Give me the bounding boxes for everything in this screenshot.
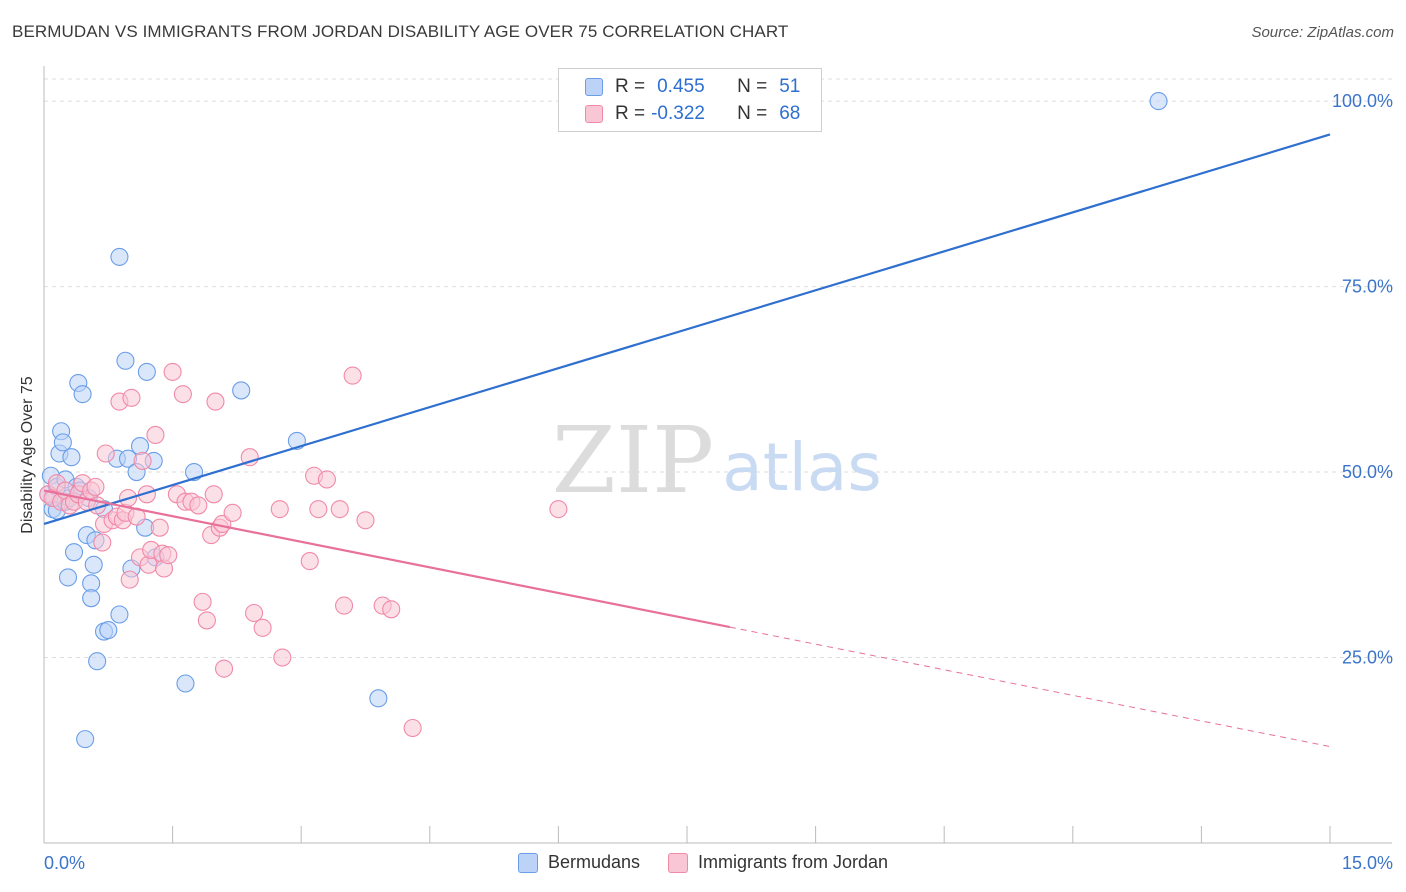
watermark-atlas: atlas: [722, 429, 882, 506]
data-point: [356, 511, 375, 530]
data-point: [232, 381, 251, 400]
legend-row-jordan: R = -0.322 N = 68: [585, 102, 800, 126]
data-point: [403, 718, 422, 738]
data-point: [86, 477, 105, 496]
data-point: [343, 366, 362, 385]
series-immigrants-from-jordan: [39, 362, 568, 738]
source-label: Source: ZipAtlas.com: [1251, 24, 1394, 41]
data-point: [214, 659, 234, 678]
data-point: [270, 500, 289, 519]
trend-line: [43, 133, 1331, 526]
y-tick-label: 100.0%: [1332, 91, 1393, 111]
data-point: [244, 603, 264, 623]
x-tick-label: 15.0%: [1342, 853, 1393, 873]
bottom-legend-label: Bermudans: [547, 852, 640, 872]
trend-line-extension: [729, 626, 1331, 748]
data-point: [53, 433, 72, 452]
trend-line: [43, 489, 731, 629]
data-point: [82, 589, 101, 608]
data-point: [120, 570, 139, 589]
data-point: [150, 518, 169, 537]
data-point: [58, 568, 78, 587]
data-point: [317, 470, 336, 489]
data-point: [549, 500, 568, 519]
data-point: [73, 385, 92, 404]
data-point: [173, 385, 192, 404]
legend-n-value: 51: [779, 76, 801, 97]
legend: R = 0.455 N = 51 R = -0.322 N = 68: [558, 68, 822, 132]
data-point: [139, 555, 158, 574]
data-point: [122, 388, 141, 407]
data-point: [253, 618, 272, 637]
legend-n-label: N =: [737, 103, 768, 124]
watermark-zip: ZIP: [552, 407, 714, 514]
bottom-legend-jordan: Immigrants from Jordan: [668, 852, 888, 873]
bottom-legend-swatch-blue: [517, 852, 538, 873]
data-point: [382, 600, 401, 619]
chart-title: BERMUDAN VS IMMIGRANTS FROM JORDAN DISAB…: [12, 22, 789, 41]
data-point: [99, 621, 118, 640]
legend-swatch-blue: [585, 78, 603, 96]
x-tick-label: 0.0%: [44, 853, 85, 873]
data-point: [273, 648, 292, 667]
data-point: [62, 448, 81, 467]
y-tick-label: 75.0%: [1342, 277, 1393, 297]
legend-r-label: R =: [615, 103, 646, 124]
legend-row-bermudans: R = 0.455 N = 51: [585, 75, 800, 99]
data-point: [159, 546, 178, 565]
bottom-legend-label: Immigrants from Jordan: [698, 852, 889, 872]
x-tick-labels: 0.0% 15.0%: [44, 853, 1393, 873]
data-point: [335, 596, 354, 615]
trend-lines: [43, 133, 1331, 748]
data-point: [110, 605, 129, 624]
legend-n-label: N =: [737, 76, 768, 97]
data-point: [197, 611, 216, 630]
bottom-legend-swatch-pink: [668, 852, 688, 873]
legend-n-value: 68: [779, 103, 801, 124]
data-point: [163, 362, 182, 381]
data-point: [88, 652, 107, 671]
data-point: [223, 503, 242, 522]
data-point: [116, 351, 135, 370]
y-tick-labels: 100.0% 75.0% 50.0% 25.0%: [1332, 91, 1393, 667]
data-point: [330, 500, 349, 519]
y-tick-label: 50.0%: [1342, 462, 1393, 482]
data-point: [110, 247, 129, 266]
data-point: [84, 555, 103, 574]
data-point: [93, 533, 112, 552]
legend-swatch-pink: [585, 105, 603, 123]
gridlines: [44, 78, 1392, 659]
data-point: [369, 689, 388, 708]
y-tick-label: 25.0%: [1342, 648, 1393, 668]
bottom-legend: Bermudans Immigrants from Jordan: [0, 852, 1406, 873]
data-point: [64, 543, 84, 562]
data-point: [130, 437, 150, 456]
data-point: [309, 500, 328, 519]
data-point: [96, 444, 115, 463]
data-point: [204, 485, 223, 504]
data-point: [176, 674, 195, 693]
legend-r-label: R =: [615, 76, 646, 97]
watermark: ZIP atlas: [552, 407, 882, 514]
axes: [43, 66, 1392, 844]
data-point: [76, 730, 95, 749]
data-point: [133, 451, 152, 470]
data-point: [206, 392, 225, 411]
data-point: [193, 592, 212, 611]
data-point: [146, 425, 165, 445]
data-point: [1149, 92, 1168, 111]
bottom-legend-bermudans: Bermudans: [517, 852, 640, 873]
data-point: [137, 362, 156, 381]
data-point: [300, 552, 319, 571]
legend-r-value: -0.322: [651, 103, 705, 124]
data-point: [189, 496, 208, 515]
legend-r-value: 0.455: [657, 76, 705, 97]
